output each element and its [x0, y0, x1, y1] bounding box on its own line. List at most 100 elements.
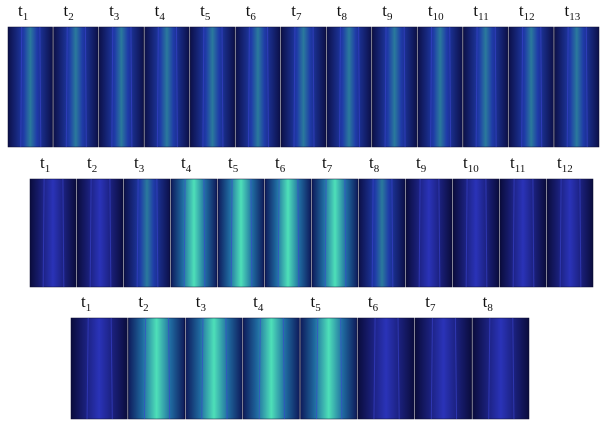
frame-label: t8	[369, 153, 380, 175]
frame-label: t13	[564, 1, 580, 23]
frame-label: t1	[40, 153, 50, 175]
frame-edge	[282, 317, 285, 420]
frame-edge	[221, 26, 224, 148]
frame-edge	[201, 317, 204, 420]
image-frame	[264, 178, 312, 288]
frame-edge	[521, 26, 524, 148]
frame-label: t6	[275, 153, 286, 175]
label-index: 8	[374, 163, 380, 175]
label-index: 2	[68, 11, 74, 23]
label-letter: t	[253, 292, 258, 311]
image-frame	[405, 178, 453, 288]
frame-label: t7	[425, 292, 436, 314]
frame-edge	[312, 26, 315, 148]
frame-edge	[430, 26, 433, 148]
image-frame	[189, 26, 235, 148]
frame-edge	[488, 317, 491, 420]
frame-label: t4	[181, 153, 192, 175]
label-letter: t	[228, 153, 233, 172]
frame-edge	[203, 178, 206, 288]
label-index: 6	[250, 11, 256, 23]
frame-edge	[373, 317, 376, 420]
frame-edge	[168, 317, 171, 420]
frame-edge	[449, 26, 452, 148]
label-letter: t	[416, 153, 421, 172]
frame-label: t6	[368, 292, 379, 314]
frame-edge	[109, 178, 112, 288]
image-frame	[472, 317, 530, 420]
image-frame	[415, 317, 472, 420]
label-index: 6	[280, 163, 286, 175]
label-index: 1	[23, 11, 29, 23]
frame-edge	[183, 178, 186, 288]
image-frame	[326, 26, 372, 148]
frame-label: t10	[463, 153, 479, 175]
frame-label: t12	[519, 1, 535, 23]
label-index: 2	[143, 302, 149, 314]
label-index: 3	[139, 163, 145, 175]
label-letter: t	[337, 1, 342, 20]
label-index: 4	[258, 302, 264, 314]
label-letter: t	[138, 292, 143, 311]
frame-edge	[202, 26, 205, 148]
image-frame	[29, 178, 77, 288]
image-frame	[98, 26, 144, 148]
frame-label: t11	[510, 153, 525, 175]
frame-edge	[250, 178, 253, 288]
frame-edge	[403, 26, 406, 148]
image-frame	[70, 317, 128, 420]
frame-label: t9	[382, 1, 393, 23]
frame-label: t2	[87, 153, 97, 175]
label-letter: t	[557, 153, 562, 172]
image-frame	[554, 26, 600, 148]
label-index: 11	[515, 163, 526, 175]
label-index: 7	[327, 163, 333, 175]
image-frame	[372, 26, 418, 148]
frame-edge	[579, 178, 582, 288]
frame-edge	[465, 178, 468, 288]
label-index: 7	[296, 11, 302, 23]
frame-edge	[316, 317, 319, 420]
label-letter: t	[425, 292, 430, 311]
image-frame	[357, 317, 415, 420]
frame-edge	[391, 178, 394, 288]
image-frame	[235, 26, 281, 148]
label-index: 5	[315, 302, 321, 314]
label-index: 4	[186, 163, 192, 175]
frame-label: t11	[473, 1, 488, 23]
frame-edge	[430, 317, 433, 420]
frame-label: t8	[337, 1, 348, 23]
image-frame	[311, 178, 359, 288]
label-letter: t	[196, 292, 201, 311]
frame-label: t6	[246, 1, 257, 23]
frame-edge	[454, 317, 458, 420]
label-index: 12	[524, 11, 535, 23]
label-letter: t	[428, 1, 433, 20]
frame-edge	[585, 26, 588, 148]
frame-edge	[143, 317, 147, 420]
frame-edge	[293, 26, 296, 148]
frame-edge	[540, 26, 543, 148]
image-frame	[280, 26, 327, 148]
label-letter: t	[368, 292, 373, 311]
image-frame	[123, 178, 171, 288]
frame-edge	[136, 178, 139, 288]
frame-label: t3	[109, 1, 120, 23]
label-letter: t	[369, 153, 374, 172]
label-index: 9	[387, 11, 393, 23]
frame-label: t1	[18, 1, 28, 23]
frame-edge	[339, 26, 341, 148]
label-index: 8	[487, 302, 493, 314]
label-index: 11	[478, 11, 489, 23]
label-letter: t	[64, 1, 69, 20]
frame-edge	[559, 178, 562, 288]
frame-edge	[89, 178, 92, 288]
image-frame	[417, 26, 463, 148]
image-frame	[76, 178, 124, 288]
label-letter: t	[510, 153, 515, 172]
frame-edge	[175, 26, 178, 148]
frame-edge	[344, 178, 347, 288]
frame-edge	[39, 26, 42, 148]
frame-label: t2	[64, 1, 74, 23]
